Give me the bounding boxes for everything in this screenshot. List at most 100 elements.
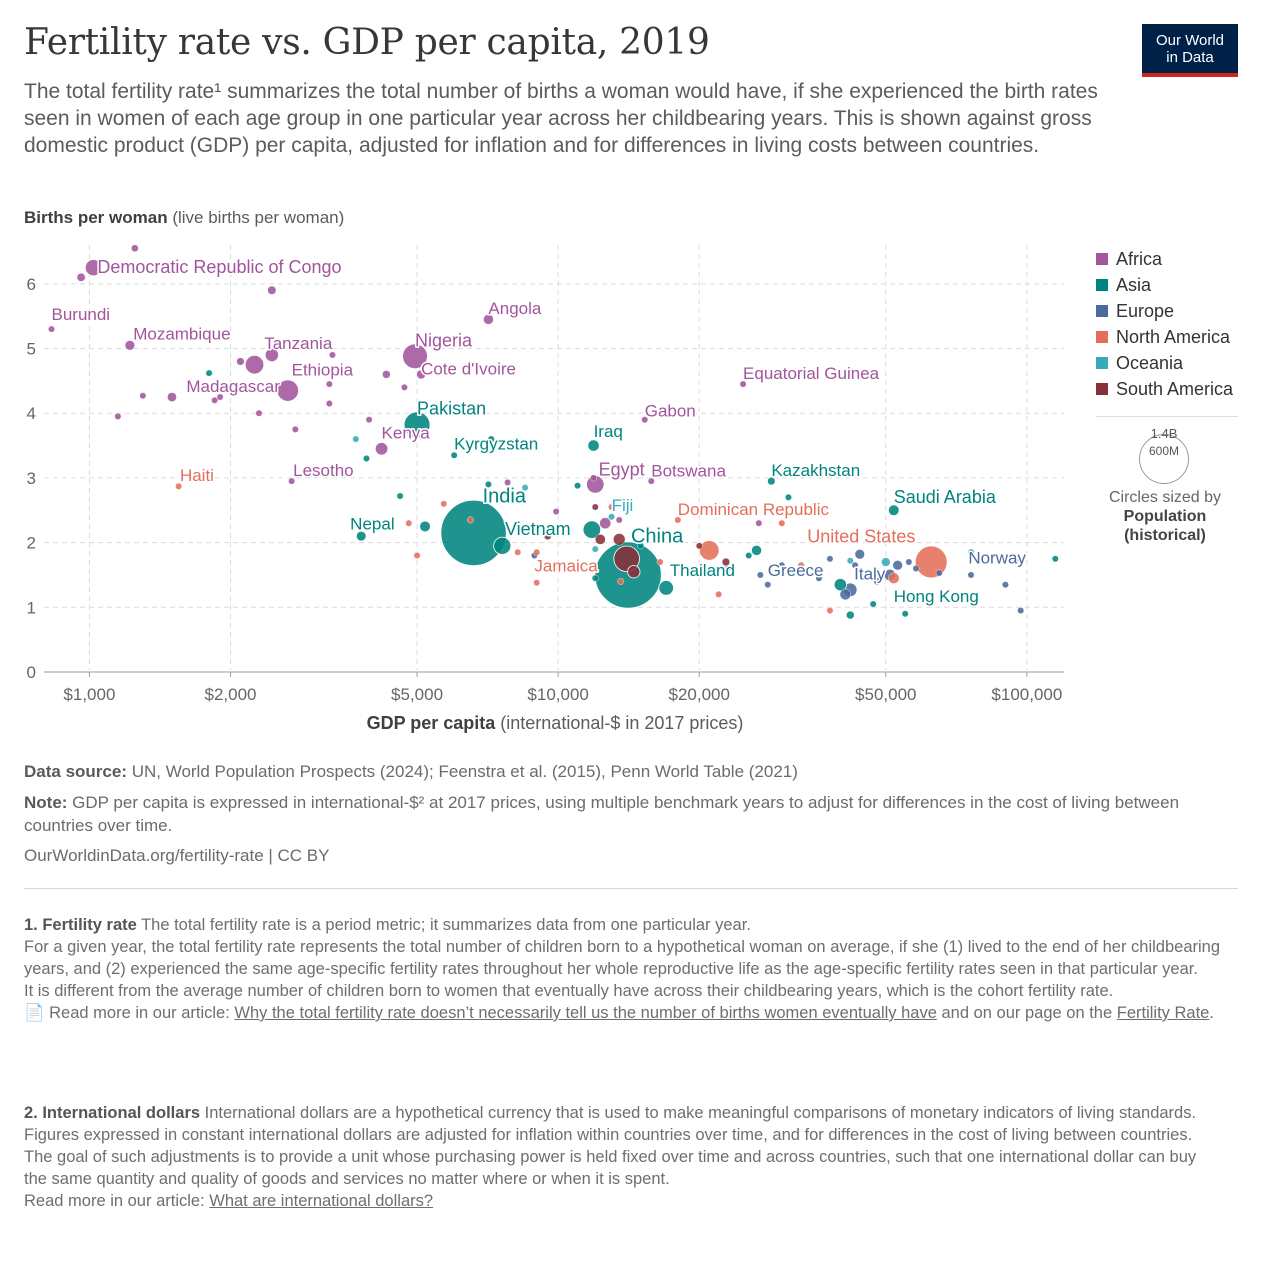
y-tick-label: 5 — [27, 340, 36, 359]
article-link-international-dollars[interactable]: What are international dollars? — [209, 1192, 434, 1210]
data-point-thailand — [658, 580, 674, 596]
read-more-end: . — [1209, 1004, 1214, 1022]
footnote-1-title: 1. Fertility rate — [24, 916, 137, 934]
x-axis-label: GDP per capita (international-$ in 2017 … — [0, 713, 1110, 734]
data-point — [905, 558, 913, 566]
data-point — [139, 392, 147, 400]
point-label-haiti: Haiti — [180, 466, 214, 485]
legend-label: Oceania — [1116, 352, 1184, 373]
page-link-fertility-rate[interactable]: Fertility Rate — [1116, 1004, 1210, 1022]
legend-item-africa[interactable]: Africa — [1096, 246, 1233, 272]
size-legend-large-value: 1.4B — [1150, 426, 1178, 441]
footnote-1-para-2: For a given year, the total fertility ra… — [24, 938, 1221, 978]
data-point — [1015, 555, 1022, 563]
data-point — [778, 519, 786, 527]
legend-swatch — [1096, 253, 1108, 265]
data-point — [216, 393, 224, 401]
point-label-jamaica: Jamaica — [534, 557, 598, 576]
data-point-iraq — [587, 439, 600, 452]
legend-item-europe[interactable]: Europe — [1096, 298, 1233, 324]
data-point — [521, 484, 529, 492]
data-point — [815, 574, 823, 582]
data-point — [533, 548, 541, 556]
data-point — [591, 574, 599, 582]
data-point — [205, 369, 213, 377]
point-label-saudi-arabia: Saudi Arabia — [894, 487, 997, 507]
data-point-vietnam — [493, 536, 512, 555]
data-point — [255, 409, 263, 417]
y-tick-label: 1 — [27, 598, 36, 617]
data-point — [1051, 555, 1059, 563]
note-text: GDP per capita is expressed in internati… — [24, 793, 1180, 835]
data-point — [76, 273, 86, 282]
data-point — [582, 520, 602, 539]
data-point-ethiopia — [244, 354, 265, 375]
legend-swatch — [1096, 305, 1108, 317]
data-point-pakistan — [403, 411, 431, 439]
data-point — [131, 244, 139, 252]
point-label-kyrgyzstan: Kyrgyzstan — [454, 434, 538, 453]
data-point — [382, 370, 391, 379]
size-legend-caption: Circles sized by Population (historical) — [1100, 488, 1230, 545]
logo-line-2: in Data — [1166, 49, 1214, 66]
point-label-pakistan: Pakistan — [417, 399, 486, 419]
legend-divider — [1096, 416, 1238, 417]
data-point-saudi-arabia — [888, 504, 900, 516]
data-point — [352, 435, 360, 443]
legend-label: Africa — [1116, 248, 1163, 269]
data-source-text: UN, World Population Prospects (2024); F… — [126, 762, 798, 781]
data-point-tanzania — [264, 347, 279, 363]
data-point — [467, 516, 474, 524]
data-point — [745, 552, 753, 559]
legend-swatch — [1096, 383, 1108, 395]
data-point — [413, 552, 421, 559]
size-caption-line: Circles sized by — [1108, 489, 1222, 506]
legend-item-oceania[interactable]: Oceania — [1096, 350, 1233, 376]
data-point — [888, 572, 900, 584]
data-point — [755, 519, 763, 527]
point-label-equatorial-guinea: Equatorial Guinea — [743, 364, 880, 383]
data-point-norway — [935, 569, 943, 577]
legend-item-south-america[interactable]: South America — [1096, 376, 1233, 402]
x-tick-label: $2,000 — [205, 685, 257, 704]
data-point — [778, 561, 786, 569]
note: Note: GDP per capita is expressed in int… — [24, 791, 1214, 837]
data-source-label: Data source: — [24, 762, 127, 781]
data-point-hong-kong — [901, 610, 909, 618]
data-point — [873, 577, 882, 586]
footnote-1-para-3: It is different from the average number … — [24, 982, 1114, 1000]
data-point — [785, 493, 792, 501]
point-label-vietnam: Vietnam — [505, 519, 571, 539]
y-axis-label: Births per woman (live births per woman) — [24, 208, 344, 228]
scatter-chart[interactable]: 0 1 2 3 4 5 6 $1,000 $2,000 $5,000 $10,000 $20,000 $… — [0, 0, 1261, 712]
point-label-burundi: Burundi — [51, 305, 110, 324]
x-tick-label: $100,000 — [991, 685, 1062, 704]
owid-logo[interactable]: Our World in Data — [1142, 24, 1238, 77]
x-axis-label-bold: GDP per capita — [366, 713, 496, 733]
data-point-mozambique — [124, 340, 135, 351]
legend-item-north-america[interactable]: North America — [1096, 324, 1233, 350]
data-point-dominican-republic — [674, 516, 682, 524]
point-label-china: China — [631, 526, 684, 548]
y-tick-label: 4 — [27, 404, 36, 423]
data-point — [695, 542, 703, 550]
legend-item-asia[interactable]: Asia — [1096, 272, 1233, 298]
data-point-democratic-republic-of-congo — [84, 259, 103, 277]
point-label-iraq: Iraq — [594, 422, 623, 441]
data-point — [291, 425, 299, 433]
point-label-egypt: Egypt — [599, 459, 645, 479]
article-link-tfr[interactable]: Why the total fertility rate doesn’t nec… — [234, 1004, 937, 1022]
data-point — [854, 549, 865, 560]
point-label-nigeria: Nigeria — [415, 331, 473, 351]
legend-label: South America — [1116, 378, 1234, 399]
read-more-prefix: Read more in our article: — [24, 1192, 210, 1210]
data-point — [325, 380, 333, 388]
source-url[interactable]: OurWorldinData.org/fertility-rate | CC B… — [24, 846, 330, 865]
data-point — [826, 555, 834, 563]
footnote-1-text: The total fertility rate is a period met… — [136, 916, 751, 934]
point-label-italy: Italy — [854, 564, 886, 583]
data-point — [267, 285, 277, 295]
logo-line-1: Our World — [1155, 32, 1225, 49]
read-more-prefix: Read more in our article: — [49, 1004, 235, 1022]
y-axis-label-bold: Births per woman — [24, 208, 168, 227]
